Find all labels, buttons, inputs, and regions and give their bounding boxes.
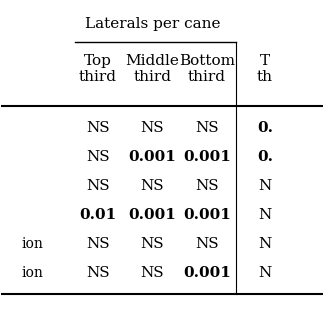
Text: NS: NS	[141, 237, 164, 251]
Text: 0.: 0.	[257, 150, 273, 164]
Text: 0.001: 0.001	[128, 150, 176, 164]
Text: NS: NS	[86, 237, 110, 251]
Text: Top
third: Top third	[79, 54, 117, 84]
Text: 0.001: 0.001	[183, 208, 231, 222]
Text: T
th: T th	[257, 54, 273, 84]
Text: 0.001: 0.001	[128, 208, 176, 222]
Text: NS: NS	[141, 121, 164, 135]
Text: NS: NS	[86, 179, 110, 193]
Text: NS: NS	[86, 150, 110, 164]
Text: N: N	[258, 179, 272, 193]
Text: NS: NS	[195, 237, 219, 251]
Text: 0.001: 0.001	[183, 266, 231, 280]
Text: NS: NS	[195, 179, 219, 193]
Text: ion: ion	[21, 237, 43, 251]
Text: Laterals per cane: Laterals per cane	[85, 17, 220, 31]
Text: 0.: 0.	[257, 121, 273, 135]
Text: NS: NS	[141, 179, 164, 193]
Text: N: N	[258, 237, 272, 251]
Text: NS: NS	[195, 121, 219, 135]
Text: 0.001: 0.001	[183, 150, 231, 164]
Text: NS: NS	[86, 266, 110, 280]
Text: Bottom
third: Bottom third	[179, 54, 235, 84]
Text: ion: ion	[21, 266, 43, 280]
Text: NS: NS	[141, 266, 164, 280]
Text: N: N	[258, 208, 272, 222]
Text: 0.01: 0.01	[79, 208, 116, 222]
Text: NS: NS	[86, 121, 110, 135]
Text: Middle
third: Middle third	[125, 54, 179, 84]
Text: N: N	[258, 266, 272, 280]
